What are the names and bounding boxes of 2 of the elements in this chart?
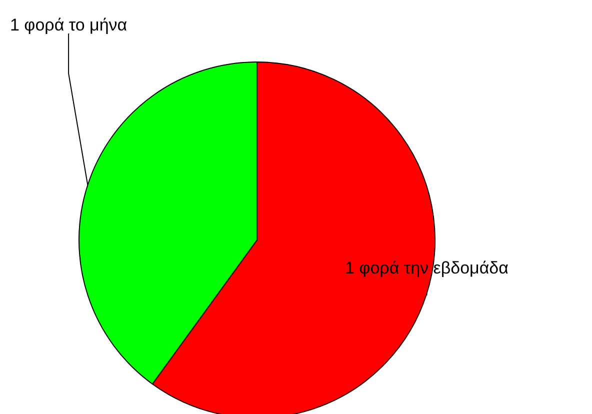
slice-label: 1 φορά την εβδομάδα [345,258,509,278]
slice-label: 1 φορά το μήνα [10,16,128,34]
